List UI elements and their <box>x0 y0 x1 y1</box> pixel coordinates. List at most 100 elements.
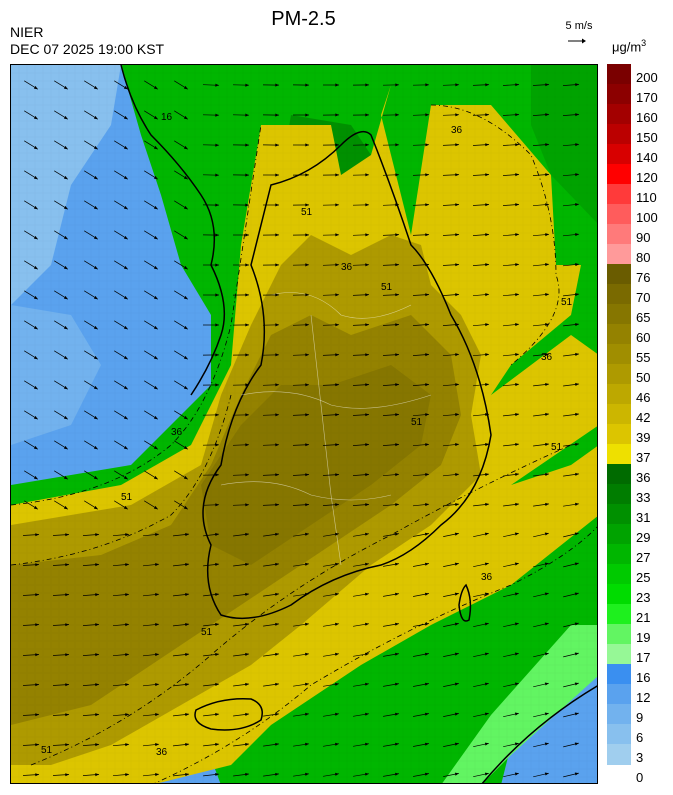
wind-arrow-head <box>35 683 39 687</box>
wind-arrow-head <box>215 233 219 237</box>
wind-arrow-head <box>33 475 38 480</box>
concentration-field: 16 36 51 36 51 51 36 51 36 51 51 36 51 3… <box>11 65 597 783</box>
wind-arrow-head <box>305 712 309 716</box>
wind-arrow-head <box>545 383 549 386</box>
wind-arrow-head <box>215 473 219 477</box>
wind-arrow-head <box>125 563 129 567</box>
wind-reference-label: 5 m/s <box>565 20 593 32</box>
wind-arrow-head <box>395 83 399 87</box>
wind-arrow-head <box>95 743 99 747</box>
wind-arrow-head <box>245 263 249 267</box>
wind-arrow-head <box>395 203 399 207</box>
wind-arrow-head <box>455 143 459 147</box>
wind-arrow-head <box>424 622 429 626</box>
wind-arrow-head <box>365 143 369 147</box>
wind-reference-arrow-icon <box>568 38 586 44</box>
color-scale-segment <box>607 244 631 265</box>
wind-arrow-head <box>275 682 279 686</box>
wind-arrow-head <box>424 592 429 596</box>
wind-arrow-head <box>155 773 159 777</box>
wind-arrow-head <box>515 113 519 117</box>
wind-arrow-head <box>183 175 188 180</box>
wind-arrow-head <box>35 533 39 537</box>
wind-arrow-head <box>575 293 579 297</box>
wind-arrow-head <box>153 235 158 240</box>
wind-arrow-head <box>155 653 159 657</box>
wind-arrow-head <box>95 683 99 687</box>
wind-arrow-head <box>183 145 188 150</box>
wind-arrow-head <box>63 85 68 90</box>
wind-arrow-head <box>335 353 339 357</box>
color-scale-tick-label: 36 <box>636 470 651 485</box>
wind-arrow-head <box>93 355 98 360</box>
wind-arrow-head <box>245 682 249 686</box>
wind-arrow-head <box>305 592 309 596</box>
wind-arrow-head <box>63 355 68 360</box>
wind-arrow-head <box>183 295 188 300</box>
wind-arrow-head <box>515 293 519 297</box>
wind-arrow-head <box>514 712 519 716</box>
wind-arrow-head <box>544 742 549 746</box>
wind-arrow-head <box>185 683 189 687</box>
wind-arrow-head <box>155 563 159 567</box>
wind-arrow-head <box>125 713 129 717</box>
contour-36 <box>11 124 262 506</box>
wind-arrow-head <box>305 622 309 626</box>
contour-label: 36 <box>481 572 493 583</box>
wind-arrow-head <box>183 115 188 120</box>
wind-arrow-head <box>33 115 38 120</box>
wind-arrow-head <box>515 203 519 207</box>
wind-arrow-head <box>575 113 579 117</box>
wind-arrow-head <box>153 325 158 330</box>
wind-arrow-head <box>63 325 68 330</box>
color-scale-tick-label: 200 <box>636 70 658 85</box>
wind-arrow-head <box>425 473 429 477</box>
wind-arrow-head <box>305 233 309 237</box>
wind-arrow-head <box>305 473 309 477</box>
contour-label: 36 <box>451 125 463 136</box>
wind-arrow-head <box>395 622 399 626</box>
wind-arrow-head <box>35 593 39 597</box>
wind-arrow-head <box>395 532 399 536</box>
wind-arrow-head <box>484 592 489 596</box>
color-scale-tick-label: 60 <box>636 330 651 345</box>
wind-arrow-head <box>183 475 188 480</box>
color-scale-tick-label: 46 <box>636 390 651 405</box>
wind-arrow-head <box>125 683 129 687</box>
wind-arrow-head <box>125 593 129 597</box>
color-scale-segment <box>607 684 631 705</box>
wind-arrow-head <box>395 413 399 417</box>
wind-arrow-head <box>155 593 159 597</box>
wind-arrow-head <box>95 773 99 777</box>
wind-arrow-head <box>275 532 279 536</box>
color-scale-segment <box>607 84 631 105</box>
wind-arrow-head <box>365 113 369 117</box>
wind-arrow-head <box>574 772 579 776</box>
wind-arrow-head <box>395 592 399 596</box>
color-scale-segment <box>607 464 631 485</box>
wind-arrow-head <box>455 173 459 177</box>
wind-arrow-head <box>123 385 128 390</box>
wind-arrow-head <box>305 383 309 387</box>
wind-arrow-head <box>183 265 188 270</box>
wind-arrow-head <box>425 503 429 507</box>
wind-arrow-head <box>544 712 549 716</box>
color-scale-tick-label: 6 <box>636 730 644 745</box>
wind-arrow-head <box>365 473 369 477</box>
wind-arrow-head <box>515 472 519 476</box>
wind-arrow-head <box>275 562 279 566</box>
wind-arrow-head <box>93 265 98 270</box>
wind-arrow-head <box>305 443 309 447</box>
color-scale-segment <box>607 124 631 145</box>
wind-arrow-head <box>33 415 38 420</box>
wind-arrow-head <box>485 502 489 506</box>
wind-arrow-head <box>545 502 549 506</box>
wind-arrow-head <box>365 592 369 596</box>
wind-arrow-head <box>33 175 38 180</box>
wind-arrow-head <box>245 503 249 507</box>
wind-arrow-head <box>93 85 98 90</box>
wind-arrow-head <box>575 203 579 207</box>
wind-arrow-head <box>335 652 339 656</box>
contour-label: 36 <box>341 262 353 273</box>
wind-arrow-head <box>245 742 249 746</box>
